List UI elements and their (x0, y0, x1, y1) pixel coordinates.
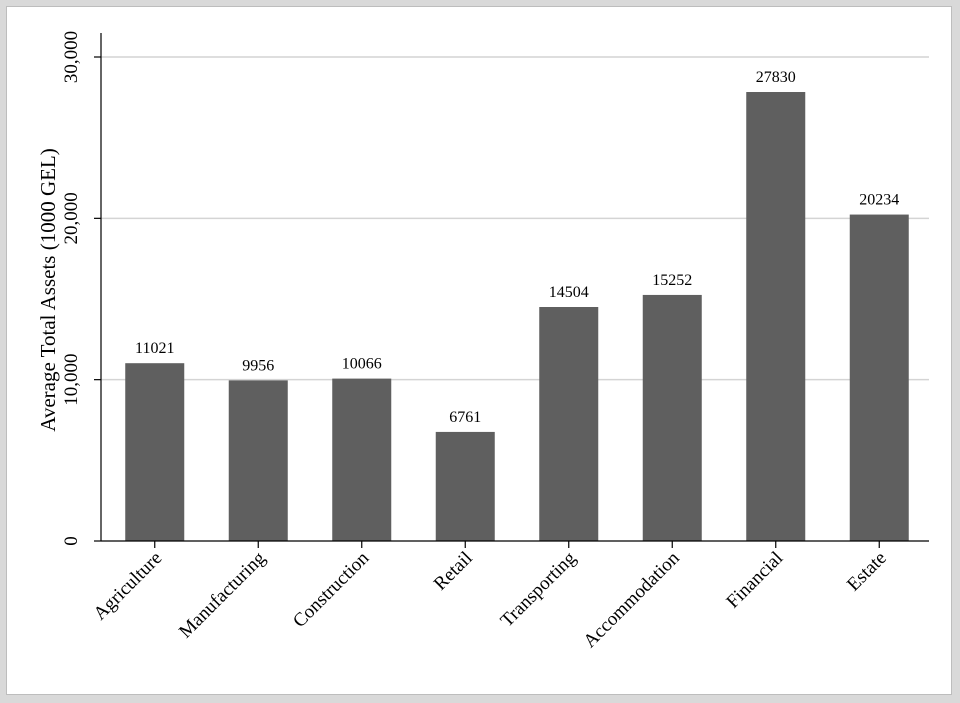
x-tick-label: Manufacturing (175, 547, 270, 642)
data-label: 10066 (342, 356, 382, 373)
bar (539, 307, 599, 541)
bar (435, 431, 495, 541)
bar (332, 378, 392, 541)
x-tick-label: Retail (430, 548, 477, 595)
data-label: 20234 (859, 192, 899, 209)
x-tick-label: Construction (289, 547, 374, 632)
data-label: 9956 (242, 357, 274, 374)
x-tick-label: Agriculture (90, 548, 167, 625)
bars-layer (125, 92, 909, 541)
bar (746, 92, 806, 541)
bar (642, 294, 702, 541)
data-label: 14504 (549, 284, 589, 301)
data-label: 27830 (756, 69, 796, 86)
y-tick-label: 10,000 (61, 354, 82, 406)
bar (228, 380, 288, 541)
bar (125, 363, 185, 541)
bar (849, 214, 909, 541)
data-label: 11021 (135, 340, 174, 357)
y-tick-label: 20,000 (61, 192, 82, 244)
x-tick-label: Estate (843, 548, 891, 596)
y-axis-title: Average Total Assets (1000 GEL) (36, 148, 60, 432)
data-label: 15252 (652, 272, 692, 289)
x-tick-label: Transporting (497, 547, 581, 631)
x-tick-label: Accommodation (579, 547, 684, 652)
data-label: 6761 (449, 409, 481, 426)
axes-layer (94, 33, 929, 548)
x-tick-label: Financial (722, 548, 787, 613)
y-tick-label: 30,000 (61, 31, 82, 83)
y-tick-label: 0 (61, 536, 82, 546)
